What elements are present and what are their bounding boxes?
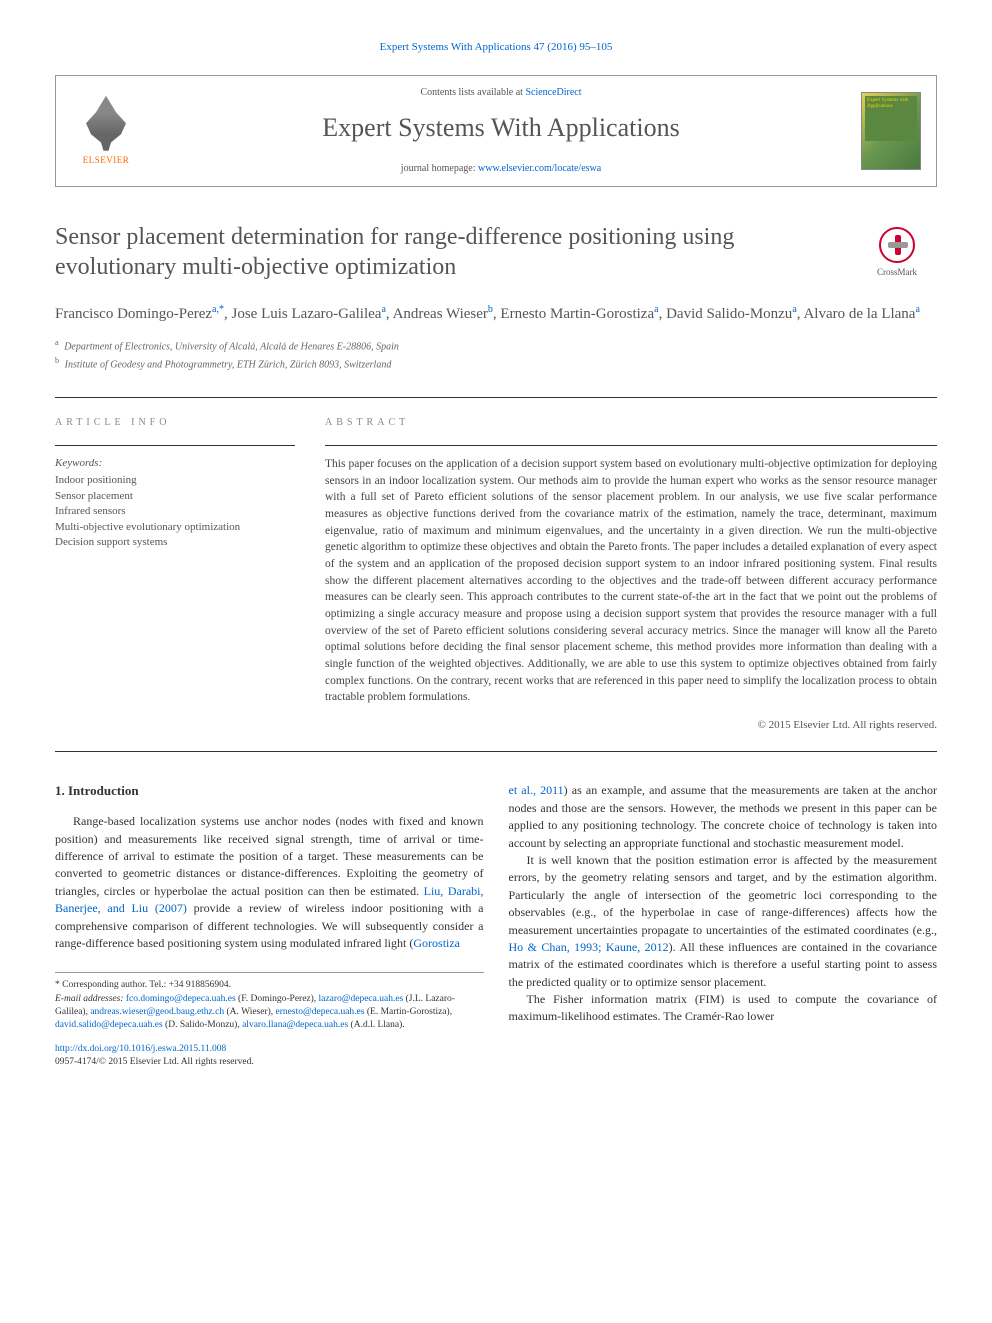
cover-text: Expert Systems with Applications xyxy=(867,98,920,109)
ref-ho-chan-kaune[interactable]: Ho & Chan, 1993; Kaune, 2012 xyxy=(509,940,669,954)
keyword-item: Infrared sensors xyxy=(55,504,295,519)
keyword-item: Indoor positioning xyxy=(55,473,295,488)
crossmark-label: CrossMark xyxy=(877,266,917,279)
rule-bottom xyxy=(55,751,937,752)
email-link[interactable]: fco.domingo@depeca.uah.es xyxy=(126,994,236,1004)
doi-block: http://dx.doi.org/10.1016/j.eswa.2015.11… xyxy=(55,1043,484,1071)
paper-title: Sensor placement determination for range… xyxy=(55,222,837,282)
copyright: © 2015 Elsevier Ltd. All rights reserved… xyxy=(325,718,937,733)
email-link[interactable]: david.salido@depeca.uah.es xyxy=(55,1020,163,1030)
contents-prefix: Contents lists available at xyxy=(420,87,525,98)
keyword-item: Multi-objective evolutionary optimizatio… xyxy=(55,520,295,535)
keyword-item: Decision support systems xyxy=(55,535,295,550)
journal-cover-thumbnail[interactable]: Expert Systems with Applications xyxy=(861,92,921,170)
col2-p2-a: It is well known that the position estim… xyxy=(509,853,938,937)
col2-paragraph-2: It is well known that the position estim… xyxy=(509,852,938,991)
sciencedirect-link[interactable]: ScienceDirect xyxy=(525,87,581,98)
title-row: Sensor placement determination for range… xyxy=(55,222,937,282)
homepage-prefix: journal homepage: xyxy=(401,163,478,174)
homepage-link[interactable]: www.elsevier.com/locate/eswa xyxy=(478,163,601,174)
col2-paragraph-3: The Fisher information matrix (FIM) is u… xyxy=(509,991,938,1026)
issn-copyright: 0957-4174/© 2015 Elsevier Ltd. All right… xyxy=(55,1057,254,1067)
elsevier-logo[interactable]: ELSEVIER xyxy=(71,91,141,171)
elsevier-label: ELSEVIER xyxy=(83,154,130,167)
journal-title: Expert Systems With Applications xyxy=(141,110,861,146)
email-link[interactable]: lazaro@depeca.uah.es xyxy=(319,994,404,1004)
crossmark-badge[interactable]: CrossMark xyxy=(857,227,937,279)
contents-line: Contents lists available at ScienceDirec… xyxy=(141,86,861,100)
article-info-label: article info xyxy=(55,416,295,430)
abstract-label: abstract xyxy=(325,416,937,430)
article-info-column: article info Keywords: Indoor positionin… xyxy=(55,416,295,733)
authors: Francisco Domingo-Pereza,*, Jose Luis La… xyxy=(55,302,937,326)
affiliation: b Institute of Geodesy and Photogrammetr… xyxy=(55,355,937,372)
abstract-rule xyxy=(325,445,937,446)
p1-text-a: Range-based localization systems use anc… xyxy=(55,814,484,898)
intro-paragraph-1: Range-based localization systems use anc… xyxy=(55,813,484,952)
header-center: Contents lists available at ScienceDirec… xyxy=(141,86,861,175)
column-left: 1. Introduction Range-based localization… xyxy=(55,782,484,1070)
email-link[interactable]: ernesto@depeca.uah.es xyxy=(276,1007,365,1017)
ref-gorostiza[interactable]: Gorostiza xyxy=(413,936,460,950)
email-addresses: E-mail addresses: fco.domingo@depeca.uah… xyxy=(55,993,484,1033)
elsevier-tree-icon xyxy=(81,96,131,151)
homepage-line: journal homepage: www.elsevier.com/locat… xyxy=(141,162,861,176)
email-link[interactable]: andreas.wieser@geod.baug.ethz.ch xyxy=(90,1007,224,1017)
keyword-item: Sensor placement xyxy=(55,489,295,504)
journal-ref-link[interactable]: Expert Systems With Applications 47 (201… xyxy=(380,41,613,53)
journal-reference: Expert Systems With Applications 47 (201… xyxy=(55,40,937,55)
body-columns: 1. Introduction Range-based localization… xyxy=(55,782,937,1070)
info-abstract-row: article info Keywords: Indoor positionin… xyxy=(55,398,937,751)
col2-paragraph-1: et al., 2011) as an example, and assume … xyxy=(509,782,938,852)
abstract-column: abstract This paper focuses on the appli… xyxy=(325,416,937,733)
ref-gorostiza-cont[interactable]: et al., 2011 xyxy=(509,783,564,797)
col2-p1-text: ) as an example, and assume that the mea… xyxy=(509,783,938,849)
keywords-list: Indoor positioningSensor placementInfrar… xyxy=(55,473,295,550)
email-link[interactable]: alvaro.llana@depeca.uah.es xyxy=(242,1020,348,1030)
intro-heading: 1. Introduction xyxy=(55,782,484,801)
affiliation: a Department of Electronics, University … xyxy=(55,337,937,354)
affiliations: a Department of Electronics, University … xyxy=(55,337,937,372)
info-rule xyxy=(55,445,295,446)
corresponding-author: * Corresponding author. Tel.: +34 918856… xyxy=(55,979,484,992)
footnotes: * Corresponding author. Tel.: +34 918856… xyxy=(55,972,484,1032)
journal-header: ELSEVIER Contents lists available at Sci… xyxy=(55,75,937,186)
crossmark-icon xyxy=(879,227,915,263)
column-right: et al., 2011) as an example, and assume … xyxy=(509,782,938,1070)
keywords-label: Keywords: xyxy=(55,456,295,471)
doi-link[interactable]: http://dx.doi.org/10.1016/j.eswa.2015.11… xyxy=(55,1044,226,1054)
abstract-text: This paper focuses on the application of… xyxy=(325,456,937,706)
